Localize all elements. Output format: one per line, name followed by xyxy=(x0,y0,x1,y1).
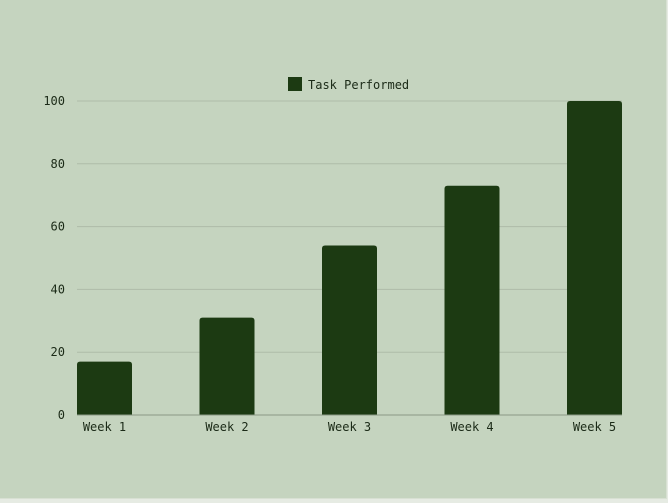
gridlines xyxy=(77,100,622,353)
legend: Task Performed xyxy=(288,77,409,92)
y-tick-label-80: 80 xyxy=(51,157,65,171)
legend-label: Task Performed xyxy=(308,78,409,92)
legend-swatch xyxy=(288,77,302,91)
bars xyxy=(77,101,622,415)
y-tick-label-20: 20 xyxy=(51,345,65,359)
bar-week-3 xyxy=(322,245,377,415)
axes: 0 20 40 60 80 100 Week 1 Week 2 Week 3 Week 4 Week… xyxy=(43,94,622,434)
x-tick-label-4: Week 4 xyxy=(450,420,493,434)
bar-week-4 xyxy=(444,185,500,415)
bar-week-2 xyxy=(199,317,255,415)
x-tick-label-3: Week 3 xyxy=(328,420,371,434)
y-tick-label-0: 0 xyxy=(58,408,65,422)
y-tick-label-40: 40 xyxy=(51,282,65,296)
bar-week-5 xyxy=(567,101,622,415)
x-tick-label-5: Week 5 xyxy=(573,420,616,434)
y-tick-label-60: 60 xyxy=(51,220,65,234)
x-tick-label-2: Week 2 xyxy=(205,420,248,434)
bar-week-1 xyxy=(77,361,132,415)
y-tick-label-100: 100 xyxy=(43,94,65,108)
x-tick-label-1: Week 1 xyxy=(83,420,126,434)
